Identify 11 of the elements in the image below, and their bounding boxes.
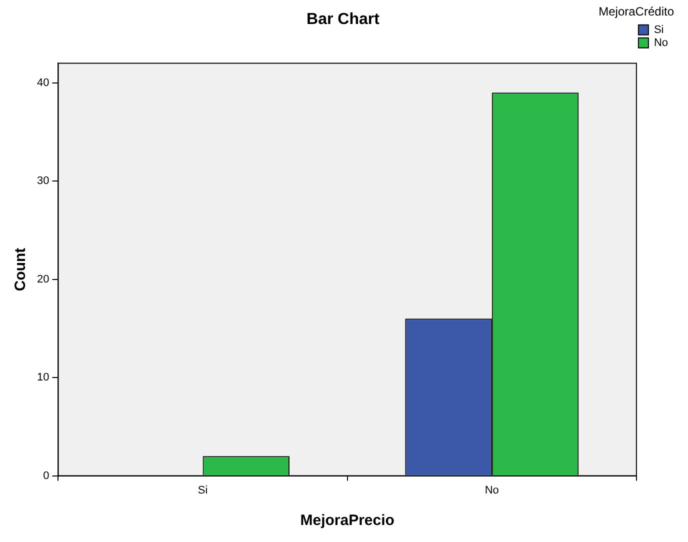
x-axis-title: MejoraPrecio (300, 512, 394, 530)
legend-label: Si (654, 24, 664, 36)
legend-label: No (654, 36, 668, 49)
legend-title: MejoraCrédito (598, 4, 674, 18)
y-tick-label: 40 (36, 76, 50, 89)
y-tick-label: 30 (36, 175, 50, 188)
y-tick-label: 0 (43, 470, 50, 482)
y-tick-label: 10 (36, 372, 50, 384)
chart-title: Bar Chart (306, 11, 380, 28)
y-tick-label: 20 (36, 273, 50, 286)
y-axis-title: Count (12, 248, 30, 292)
